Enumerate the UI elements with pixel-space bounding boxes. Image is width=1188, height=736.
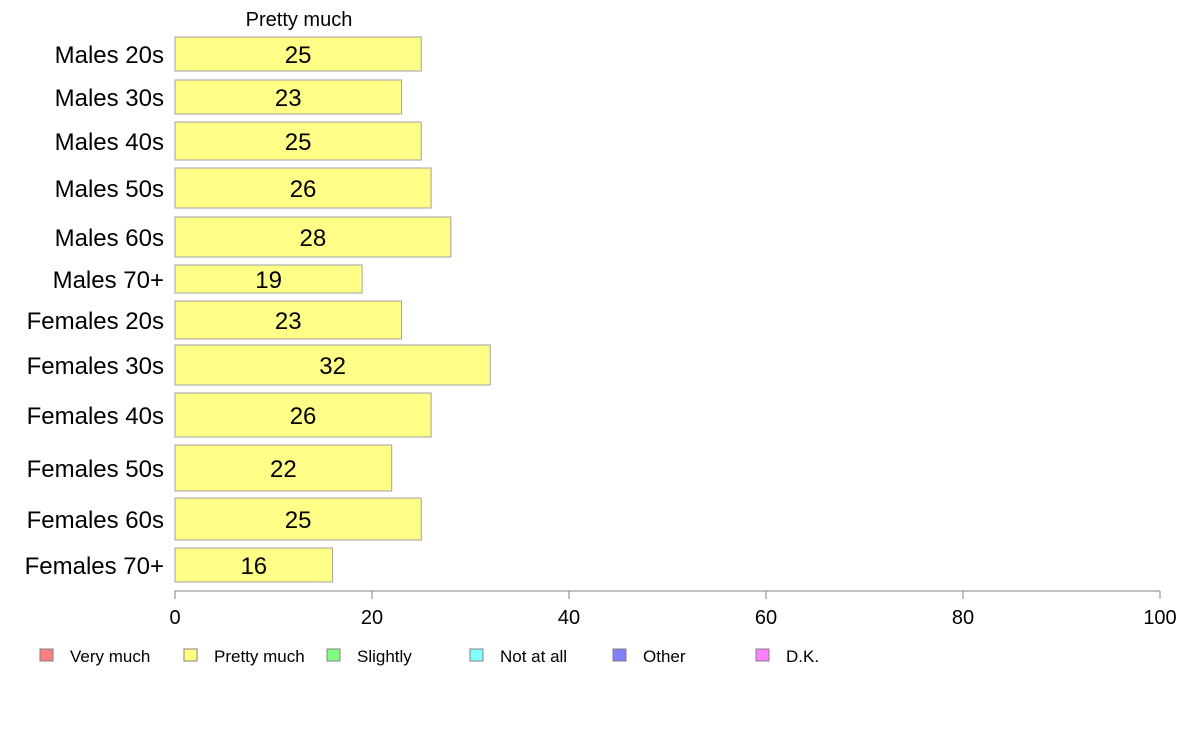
legend-swatch bbox=[39, 648, 54, 662]
legend: Very much Pretty much Slightly Not at all Ot… bbox=[39, 647, 819, 666]
bar-males-20s bbox=[174, 36, 422, 72]
legend-swatch bbox=[326, 648, 341, 662]
legend-item: Very much bbox=[39, 647, 150, 666]
bar-females-30s bbox=[174, 344, 491, 386]
x-tick-label: 40 bbox=[558, 607, 580, 629]
x-tick-label: 20 bbox=[361, 607, 383, 629]
value-label: 23 bbox=[275, 85, 302, 112]
value-label: 32 bbox=[319, 353, 346, 380]
category-label: Females 40s bbox=[27, 403, 164, 430]
bar-males-40s bbox=[174, 121, 422, 161]
category-label: Males 20s bbox=[55, 42, 164, 69]
legend-swatch bbox=[183, 648, 198, 662]
value-label: 25 bbox=[285, 507, 312, 534]
bar-males-60s bbox=[174, 216, 452, 258]
bars-group bbox=[174, 36, 491, 583]
legend-label: Slightly bbox=[357, 647, 412, 666]
value-label: 22 bbox=[270, 456, 297, 483]
legend-label: D.K. bbox=[786, 647, 819, 666]
x-tick-label: 60 bbox=[755, 607, 777, 629]
bar-females-60s bbox=[174, 497, 422, 541]
legend-swatch bbox=[612, 648, 627, 662]
legend-swatch bbox=[755, 648, 770, 662]
category-label: Females 60s bbox=[27, 507, 164, 534]
category-label: Females 30s bbox=[27, 353, 164, 380]
x-tick-label: 80 bbox=[952, 607, 974, 629]
legend-item: Slightly bbox=[326, 647, 412, 666]
legend-item: Pretty much bbox=[183, 647, 305, 666]
category-label: Males 40s bbox=[55, 129, 164, 156]
category-label: Males 30s bbox=[55, 85, 164, 112]
value-label: 23 bbox=[275, 308, 302, 335]
category-label: Males 70+ bbox=[53, 267, 164, 294]
value-label: 19 bbox=[255, 267, 282, 294]
bar-males-30s bbox=[174, 79, 403, 115]
legend-item: D.K. bbox=[755, 647, 819, 666]
category-label: Males 50s bbox=[55, 176, 164, 203]
legend-item: Other bbox=[612, 647, 686, 666]
bar-males-50s bbox=[174, 167, 432, 209]
legend-label: Very much bbox=[70, 647, 150, 666]
series-title: Pretty much bbox=[246, 9, 353, 31]
value-label: 26 bbox=[290, 176, 317, 203]
legend-item: Not at all bbox=[469, 647, 567, 666]
category-label: Females 70+ bbox=[25, 553, 164, 580]
legend-swatch bbox=[469, 648, 484, 662]
x-axis: 0 20 40 60 80 100 bbox=[169, 590, 1177, 629]
value-label: 28 bbox=[300, 225, 327, 252]
value-label: 16 bbox=[240, 553, 267, 580]
value-label: 25 bbox=[285, 42, 312, 69]
bar-females-40s bbox=[174, 392, 432, 438]
bar-females-70- bbox=[174, 547, 334, 583]
bar-females-20s bbox=[174, 300, 403, 340]
category-labels: Males 20s Males 30s Males 40s Males 50s Male… bbox=[25, 42, 164, 580]
legend-label: Other bbox=[643, 647, 686, 666]
value-label: 26 bbox=[290, 403, 317, 430]
category-label: Females 50s bbox=[27, 456, 164, 483]
legend-label: Not at all bbox=[500, 647, 567, 666]
x-tick-label: 0 bbox=[169, 607, 180, 629]
x-tick-label: 100 bbox=[1143, 607, 1176, 629]
category-label: Males 60s bbox=[55, 225, 164, 252]
category-label: Females 20s bbox=[27, 308, 164, 335]
legend-label: Pretty much bbox=[214, 647, 305, 666]
bar-males-70- bbox=[174, 264, 363, 294]
value-label: 25 bbox=[285, 129, 312, 156]
bar-females-50s bbox=[174, 444, 393, 492]
